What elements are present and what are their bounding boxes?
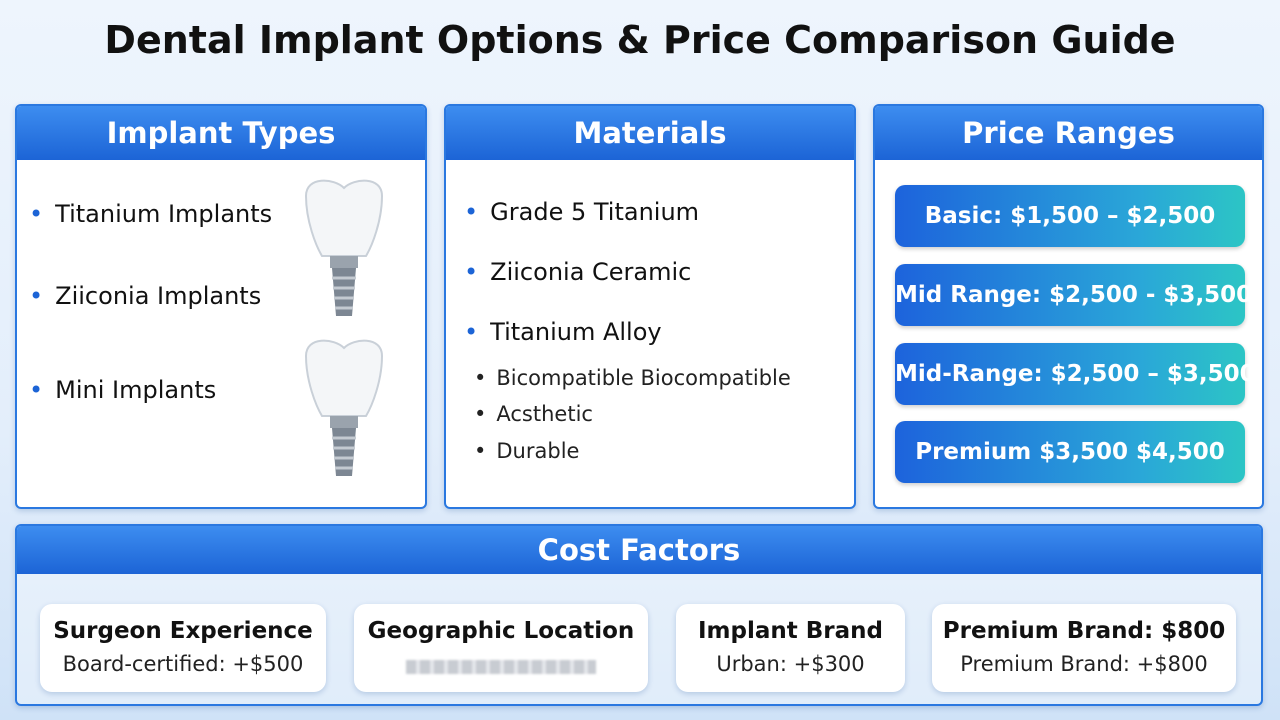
factor-title: Surgeon Experience	[53, 618, 313, 644]
tooth-icon	[304, 339, 384, 476]
sub-item: Durable	[474, 439, 579, 463]
tooth-icon	[304, 179, 384, 316]
list-item: Grade 5 Titanium	[464, 198, 699, 226]
list-item: Mini Implants	[29, 376, 216, 404]
sub-item: Acsthetic	[474, 402, 593, 426]
price-range: Premium $3,500 $4,500	[895, 421, 1245, 483]
panel-header: Materials	[446, 106, 854, 160]
page-title: Dental Implant Options & Price Compariso…	[104, 18, 1176, 62]
panel: Implant Types Titanium Implants Ziiconia I…	[15, 104, 427, 509]
factor-title: Geographic Location	[367, 618, 635, 644]
factor-title: Implant Brand	[698, 618, 883, 644]
price-range: Mid-Range: $2,500 – $3,500	[895, 343, 1256, 405]
factor-card: Premium Brand: $800 Premium Brand: +$800	[932, 604, 1236, 692]
factor-card: Implant Brand Urban: +$300	[676, 604, 905, 692]
list-item: Titanium Alloy	[464, 318, 661, 346]
panel: Materials Grade 5 Titanium Ziiconia Cerami…	[444, 104, 856, 509]
factor-card: Geographic Location	[354, 604, 648, 692]
price-range: Mid Range: $2,500 - $3,500	[895, 264, 1252, 326]
factor-detail: Premium Brand: +$800	[960, 652, 1208, 676]
panel-header: Cost Factors	[17, 526, 1261, 574]
list-item: Ziiconia Implants	[29, 282, 261, 310]
factor-title: Premium Brand: $800	[942, 618, 1226, 644]
list-item: Ziiconia Ceramic	[464, 258, 691, 286]
panel-header: Implant Types	[17, 106, 425, 160]
factor-detail: Urban: +$300	[716, 652, 865, 676]
price-range: Basic: $1,500 – $2,500	[895, 185, 1245, 247]
blurred-text	[406, 660, 596, 674]
sub-item: Bicompatible Biocompatible	[474, 366, 790, 390]
factor-card: Surgeon Experience Board-certified: +$500	[40, 604, 326, 692]
list-item: Titanium Implants	[29, 200, 272, 228]
panel: Price Ranges Basic: $1,500 – $2,500 Mid Ra…	[873, 104, 1264, 509]
factor-detail: Board-certified: +$500	[62, 652, 304, 676]
panel-header: Price Ranges	[875, 106, 1262, 160]
